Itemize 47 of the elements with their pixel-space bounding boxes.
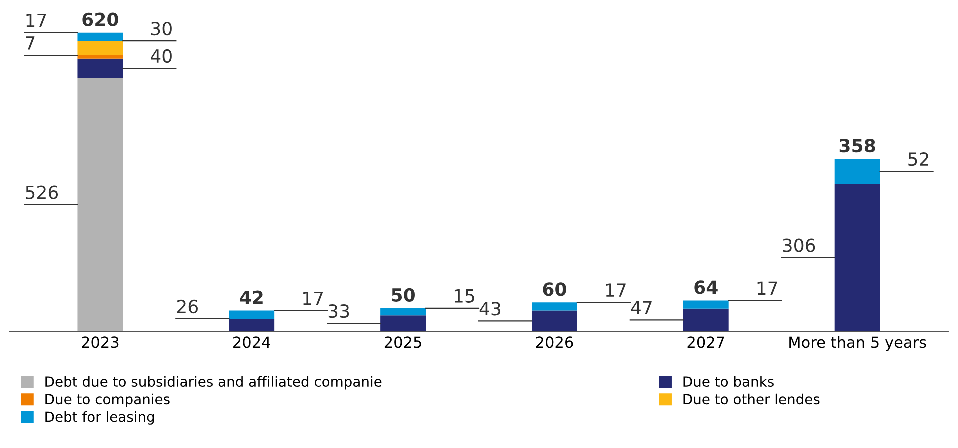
total-label: 42 (240, 290, 263, 304)
bar (834, 184, 880, 332)
bar (229, 318, 275, 332)
legend-label: Debt for leasing (46, 411, 154, 425)
data-label: 26 (177, 300, 198, 314)
bar (834, 159, 880, 184)
data-label: 33 (328, 304, 350, 318)
legend-label: Due to other lendes (684, 394, 820, 405)
bar (78, 32, 124, 42)
data-label: 43 (480, 302, 501, 316)
data-label: 7 (26, 36, 35, 50)
total-label: 60 (543, 282, 566, 296)
bar (78, 78, 124, 332)
data-label: 306 (783, 238, 816, 252)
bar (532, 302, 578, 311)
total-label: 358 (840, 139, 876, 153)
bar (532, 310, 578, 332)
x-tick-label: 2023 (82, 336, 119, 348)
legend-label: Due to banks (684, 376, 774, 388)
data-label: 15 (454, 290, 474, 303)
data-label: 17 (26, 14, 46, 28)
data-label: 17 (758, 282, 778, 296)
data-label: 526 (26, 186, 58, 200)
bar (683, 300, 729, 309)
x-tick-label: 2027 (688, 336, 724, 348)
bar (380, 316, 426, 332)
bar (380, 308, 426, 316)
legend-label: Due to companies (46, 394, 170, 408)
bar (78, 41, 124, 56)
data-label: 52 (908, 152, 928, 166)
data-label: 40 (151, 49, 172, 64)
bar (78, 55, 124, 59)
x-tick-label: 2026 (536, 336, 574, 348)
total-label: 50 (392, 288, 415, 302)
x-tick-label: 2025 (384, 336, 422, 348)
total-label: 64 (694, 280, 718, 294)
bar (78, 58, 124, 78)
data-label: 17 (606, 284, 626, 297)
legend-label: Debt due to subsidiaries and affiliated companie (46, 376, 382, 390)
x-tick-label: More than 5 years (790, 336, 926, 352)
data-label: 30 (152, 22, 172, 36)
data-label: 47 (631, 301, 652, 315)
bar (683, 308, 729, 332)
bar (229, 310, 275, 319)
data-label: 17 (304, 292, 323, 306)
total-label: 620 (82, 12, 118, 26)
x-tick-label: 2024 (234, 336, 270, 348)
